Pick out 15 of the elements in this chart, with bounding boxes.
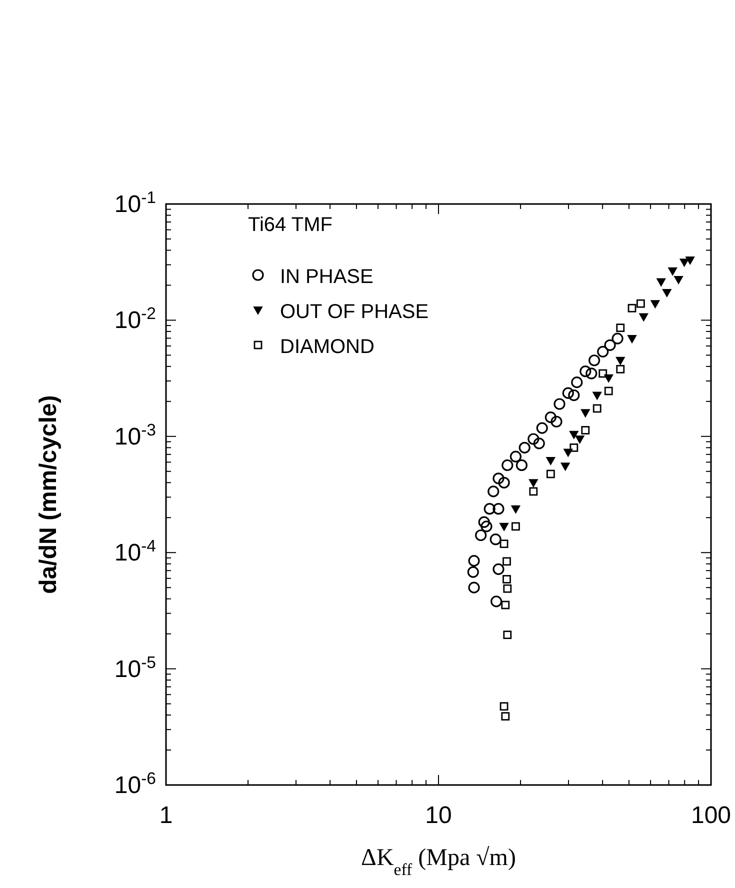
y-tick-label: 10$^{-5}$	[114, 652, 156, 683]
y-tick-label: 10$^{-4}$	[114, 536, 156, 567]
legend-title: Ti64 TMF	[248, 214, 332, 236]
x-tick-label: 10	[425, 802, 452, 829]
legend-label: DIAMOND	[280, 336, 374, 358]
x-tick-label: 1	[159, 802, 173, 829]
y-tick-label: 10$^{-1}$	[114, 188, 156, 218]
legend-label: IN PHASE	[280, 266, 374, 288]
y-tick-label: 10$^{-2}$	[114, 304, 156, 334]
legend-label: OUT OF PHASE	[280, 301, 429, 323]
y-tick-label: 10$^{-6}$	[114, 768, 156, 799]
y-axis-title: da/dN (mm/cycle)	[35, 395, 62, 594]
x-tick-label: 100	[690, 802, 732, 829]
x-axis-title: ΔK$_{eff}$ (Mpa √m)	[361, 845, 516, 878]
y-tick-label: 10$^{-3}$	[114, 420, 156, 450]
